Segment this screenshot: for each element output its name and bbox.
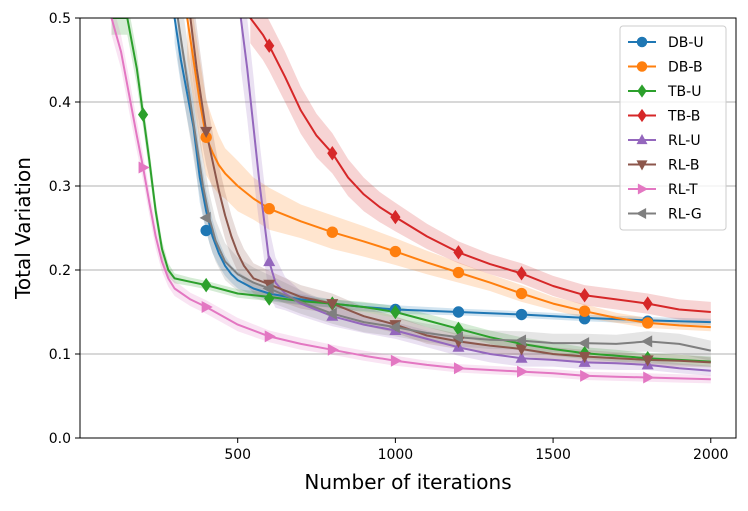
x-axis-label: Number of iterations — [304, 470, 511, 494]
data-point-rl-t — [201, 300, 213, 313]
data-point-db-b — [515, 287, 528, 300]
data-point-tb-b — [453, 245, 464, 260]
legend-item-rl-t: RL-T — [628, 182, 698, 198]
data-point-rl-t — [138, 161, 150, 174]
x-tick-label: 1500 — [535, 447, 571, 463]
legend-label: DB-B — [668, 60, 703, 76]
data-point-rl-t — [327, 343, 339, 356]
legend-label: RL-B — [668, 158, 699, 174]
series-line-rl-u — [239, 18, 711, 372]
y-tick-label: 0.0 — [49, 431, 71, 447]
data-point-tb-b — [642, 296, 653, 311]
legend-item-db-b: DB-B — [628, 60, 703, 76]
data-point-rl-t — [580, 369, 592, 382]
data-point-db-b — [641, 317, 654, 329]
data-point-rl-g — [325, 307, 337, 320]
data-point-rl-t — [264, 330, 276, 343]
data-point-rl-g — [388, 321, 400, 334]
data-point-tb-u — [264, 291, 275, 306]
legend-marker — [636, 133, 648, 145]
series-markers — [137, 38, 655, 384]
data-point-tb-b — [579, 288, 590, 303]
data-point-db-b — [326, 226, 339, 238]
y-tick-label: 0.4 — [49, 95, 71, 111]
legend-label: DB-U — [668, 35, 704, 51]
data-point-rl-t — [453, 362, 466, 375]
data-point-rl-g — [641, 335, 653, 348]
data-point-rl-t — [517, 365, 529, 378]
legend-label: TB-B — [667, 109, 700, 125]
y-tick-label: 0.1 — [49, 347, 71, 363]
y-axis: 0.0 0.1 0.2 0.3 0.4 0.5 — [49, 11, 80, 447]
y-axis-label: Total Variation — [11, 157, 35, 300]
data-point-tb-b — [516, 266, 527, 281]
data-point-tb-u — [137, 107, 149, 122]
legend-item-tb-b: TB-B — [628, 109, 700, 125]
legend-label: RL-G — [668, 207, 702, 223]
data-point-tb-b — [390, 209, 401, 225]
data-point-rl-b — [578, 352, 591, 364]
data-point-rl-b — [515, 344, 528, 356]
legend-item-rl-u: RL-U — [628, 133, 701, 149]
data-point-rl-t — [390, 354, 402, 367]
legend-label: RL-U — [668, 133, 701, 149]
data-point-tb-u — [390, 304, 401, 320]
data-point-tb-b — [264, 38, 275, 53]
legend: DB-U DB-B TB-U TB-B RL-U RL-B RL-T RL-G — [619, 25, 727, 231]
legend-marker — [635, 208, 647, 219]
x-tick-label: 500 — [224, 447, 251, 463]
data-point-db-u — [515, 308, 528, 321]
data-point-db-u — [200, 224, 212, 237]
y-tick-label: 0.3 — [49, 179, 71, 195]
data-point-rl-g — [451, 331, 463, 344]
axes-frame — [79, 17, 737, 439]
x-axis: 500 1000 1500 2000 — [224, 438, 729, 463]
series-line-rl-b — [189, 18, 711, 364]
legend-marker — [636, 36, 648, 48]
data-point-rl-g — [262, 282, 274, 295]
data-point-rl-b — [641, 355, 654, 367]
data-point-db-u — [452, 306, 465, 318]
data-point-rl-u — [515, 351, 528, 363]
data-point-rl-t — [643, 371, 655, 384]
x-tick-label: 2000 — [693, 447, 729, 463]
data-point-db-b — [578, 305, 591, 317]
series-line-rl-t — [110, 18, 711, 381]
legend-label: TB-U — [667, 84, 701, 100]
data-point-rl-g — [199, 211, 211, 224]
legend-marker — [637, 183, 649, 195]
data-point-rl-g — [578, 337, 590, 350]
legend-label: RL-T — [668, 182, 698, 198]
data-point-db-b — [389, 245, 402, 258]
legend-marker — [637, 108, 647, 123]
legend-marker — [637, 84, 647, 98]
data-point-rl-b — [326, 299, 339, 311]
data-point-db-b — [452, 266, 465, 279]
data-point-rl-u — [263, 255, 276, 267]
data-point-tb-b — [327, 146, 338, 161]
y-tick-label: 0.5 — [49, 11, 71, 27]
legend-item-db-u: DB-U — [628, 35, 704, 51]
y-tick-label: 0.2 — [49, 263, 71, 279]
data-point-rl-g — [514, 334, 527, 347]
data-point-rl-b — [200, 126, 213, 138]
x-tick-label: 1000 — [378, 447, 414, 463]
data-point-tb-u — [201, 277, 212, 293]
series-line-tb-b — [249, 18, 711, 313]
legend-box — [619, 25, 727, 231]
series-line-db-u — [173, 18, 711, 324]
legend-marker — [636, 160, 648, 171]
legend-item-rl-g: RL-G — [628, 207, 702, 223]
legend-marker — [636, 61, 648, 72]
legend-item-rl-b: RL-B — [628, 158, 699, 174]
legend-item-tb-u: TB-U — [628, 84, 701, 100]
data-point-db-b — [263, 202, 275, 215]
